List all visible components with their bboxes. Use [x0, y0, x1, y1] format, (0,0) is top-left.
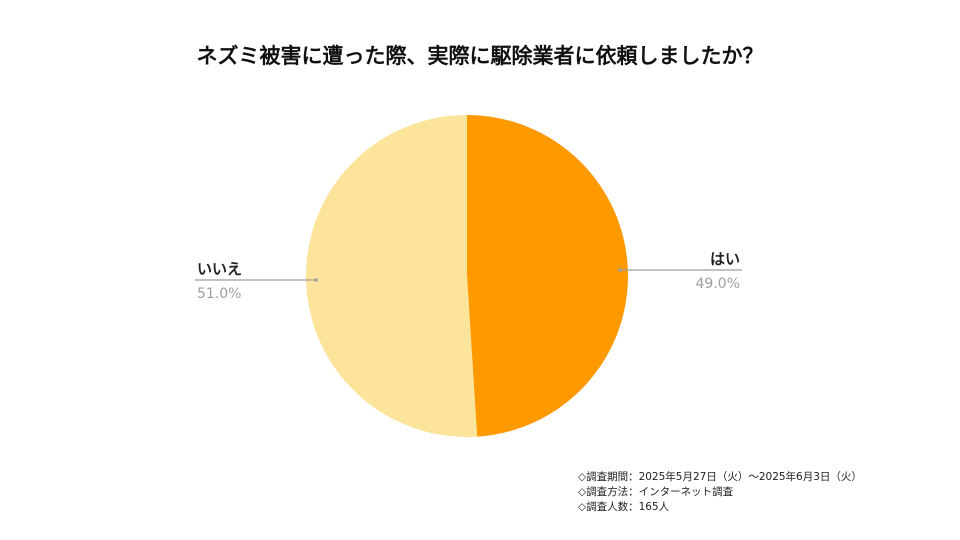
pie-slices [305, 115, 628, 438]
survey-method: ◇調査方法：インターネット調査 [578, 486, 734, 498]
leader-dot-1 [314, 278, 318, 282]
survey-period: ◇調査期間：2025年5月27日（火）〜2025年6月3日（火） [578, 471, 862, 483]
pie-slice-0 [467, 115, 628, 437]
slice-labels: はい 49.0% いいえ 51.0% [197, 250, 740, 302]
slice-label-1: いいえ [197, 260, 242, 278]
slice-label-0: はい [710, 250, 740, 268]
leader-dot-0 [618, 268, 622, 272]
pie-slice-1 [305, 115, 478, 438]
survey-notes: ◇調査期間：2025年5月27日（火）〜2025年6月3日（火） ◇調査方法：イ… [578, 470, 862, 515]
slice-value-label-1: 51.0% [197, 286, 241, 302]
survey-respondents: ◇調査人数：165人 [578, 501, 670, 513]
chart-title: ネズミ被害に遭った際、実際に駆除業者に依頼しましたか？ [196, 44, 764, 68]
slice-value-label-0: 49.0% [696, 276, 740, 292]
leader-lines [195, 268, 742, 282]
